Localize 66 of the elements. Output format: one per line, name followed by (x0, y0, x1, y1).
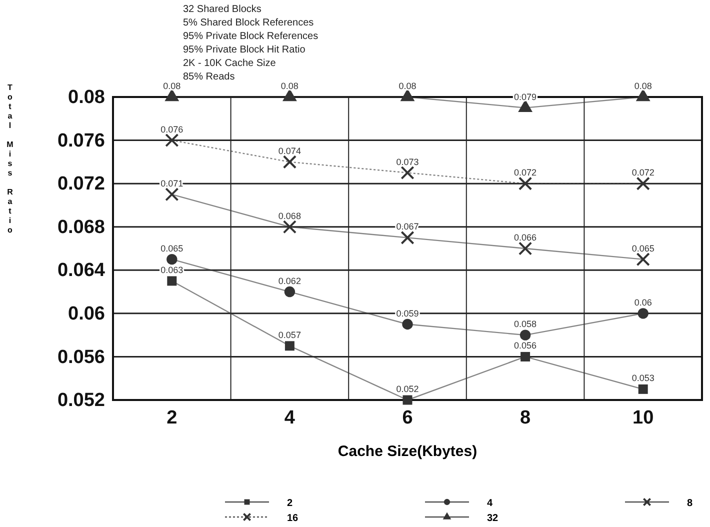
text: 32 Shared Blocks (183, 4, 262, 15)
y-tick-label: 0.06 (68, 304, 105, 325)
text: 5% Shared Block References (183, 18, 314, 28)
y-tick-label: 0.076 (57, 130, 105, 152)
point (165, 188, 179, 202)
data-label: 0.073 (396, 156, 419, 167)
data-label: 0.08 (398, 81, 416, 91)
data-label: 0.065 (632, 243, 654, 254)
data-label: 0.06 (634, 297, 652, 308)
point (167, 276, 177, 286)
data-label: 0.08 (280, 81, 298, 91)
data-label: 0.057 (278, 330, 301, 340)
data-label: 0.08 (634, 81, 652, 91)
data-label: 0.062 (278, 276, 301, 286)
data-label: 0.072 (632, 168, 654, 178)
legend-label: 32 (487, 513, 499, 524)
y-tick-label: 0.08 (68, 87, 105, 108)
data-label: 0.058 (514, 319, 537, 330)
point (518, 176, 532, 190)
y-tick-label: 0.056 (57, 346, 105, 368)
data-label: 0.052 (396, 384, 419, 394)
point (636, 176, 650, 190)
legend-label: 2 (287, 498, 293, 509)
y-tick-label: 0.052 (57, 390, 105, 412)
point (400, 166, 414, 180)
point (518, 242, 532, 256)
point (520, 352, 530, 362)
text: 95% Private Block References (183, 31, 318, 42)
point (520, 330, 531, 340)
point (284, 286, 296, 298)
legend-label: 8 (687, 498, 693, 509)
x-tick-label: 10 (632, 407, 654, 428)
text: 85% Reads (183, 72, 235, 82)
point (402, 318, 413, 330)
y-tick-label: 0.068 (57, 216, 105, 238)
data-label: 0.072 (514, 168, 537, 178)
point (284, 341, 294, 351)
x-tick-label: 6 (402, 407, 413, 428)
legend-label: 16 (287, 513, 299, 524)
point (636, 252, 650, 266)
data-label: 0.074 (278, 146, 301, 156)
data-label: 0.066 (514, 232, 537, 242)
text: 2K - 10K Cache Size (183, 58, 276, 69)
text: 95% Private Block Hit Ratio (183, 44, 306, 56)
data-label: 0.065 (160, 243, 184, 254)
data-label: 0.08 (163, 81, 181, 91)
x-tick-label: 2 (166, 407, 178, 428)
data-label: 0.068 (278, 210, 301, 221)
y-tick-label: 0.072 (57, 174, 105, 195)
point (165, 133, 179, 148)
x-tick-label: 4 (284, 407, 296, 428)
point (638, 384, 648, 394)
legend-label: 4 (487, 498, 493, 509)
point (282, 155, 297, 169)
data-label: 0.053 (632, 373, 654, 384)
text: Total Miss Ratio (6, 83, 14, 234)
point (402, 395, 412, 405)
data-label: 0.056 (514, 340, 537, 351)
x-tick-label: 8 (520, 407, 531, 428)
data-label: 0.076 (160, 124, 184, 134)
y-tick-label: 0.064 (57, 260, 106, 282)
x-axis-title: Cache Size(Kbytes) (338, 443, 478, 460)
point (638, 308, 648, 319)
point (282, 220, 297, 234)
point (166, 254, 178, 265)
point (400, 230, 414, 244)
